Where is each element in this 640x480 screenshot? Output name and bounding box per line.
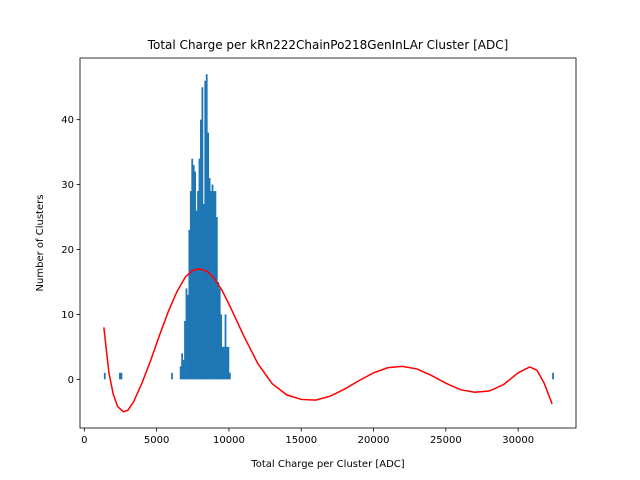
x-tick-label: 20000	[358, 435, 390, 446]
y-tick-label: 40	[61, 115, 74, 126]
histogram-bar	[185, 288, 188, 380]
histogram-bar	[214, 191, 217, 380]
x-tick-label: 15000	[285, 435, 317, 446]
x-axis: 0 5000 10000 15000 20000 25000 30000	[81, 428, 534, 446]
y-tick-label: 10	[61, 310, 74, 321]
histogram-bar	[210, 191, 212, 380]
histogram-bar	[182, 359, 185, 380]
histogram-bar	[208, 178, 211, 380]
histogram-bar	[197, 191, 199, 380]
x-tick-label: 30000	[502, 435, 534, 446]
chart-title: Total Charge per kRn222ChainPo218GenInLA…	[147, 38, 509, 52]
histogram-bar	[202, 204, 205, 380]
x-axis-label: Total Charge per Cluster [ADC]	[250, 459, 404, 470]
histogram-bar	[103, 372, 106, 380]
histogram-bar	[188, 230, 191, 380]
histogram-bar	[228, 372, 231, 380]
y-axis: 0 10 20 30 40	[61, 115, 80, 386]
y-tick-label: 20	[61, 245, 74, 256]
histogram-bar	[187, 294, 189, 380]
histogram-bar	[226, 346, 228, 380]
histogram-bar	[215, 217, 218, 380]
histogram-bar	[119, 372, 121, 380]
histogram-bar	[195, 210, 198, 380]
histogram-bar	[194, 171, 197, 380]
histogram-bar	[191, 158, 194, 380]
histogram-bar	[200, 119, 202, 380]
histogram-bar	[552, 372, 554, 380]
histogram-bar	[192, 165, 195, 380]
histogram-bar	[211, 184, 214, 380]
y-axis-label: Number of Clusters	[35, 195, 46, 292]
histogram-bar	[205, 74, 208, 380]
x-tick-label: 10000	[213, 435, 245, 446]
x-tick-label: 0	[81, 435, 87, 446]
histogram-bars	[103, 74, 554, 380]
histogram-bar	[189, 191, 192, 380]
histogram-bar	[201, 87, 204, 380]
histogram-bar	[224, 314, 227, 380]
histogram-bar	[213, 191, 215, 380]
histogram-bar	[221, 346, 224, 380]
x-tick-label: 25000	[430, 435, 462, 446]
histogram-bar	[220, 314, 223, 380]
x-tick-label: 5000	[144, 435, 169, 446]
histogram-bar	[207, 132, 210, 380]
histogram-bar	[204, 80, 207, 380]
histogram-bar	[217, 281, 220, 380]
histogram-bar	[179, 366, 182, 380]
histogram-bar	[223, 346, 225, 380]
plot-area-frame	[79, 57, 577, 429]
histogram-bar	[218, 288, 221, 380]
histogram-bar	[171, 372, 173, 380]
y-tick-label: 0	[68, 375, 74, 386]
y-tick-label: 30	[61, 180, 74, 191]
fit-curve	[103, 268, 553, 413]
histogram-bar	[120, 372, 123, 380]
histogram-bar	[181, 353, 184, 380]
histogram-bar	[184, 320, 186, 380]
histogram-bar	[227, 346, 230, 380]
